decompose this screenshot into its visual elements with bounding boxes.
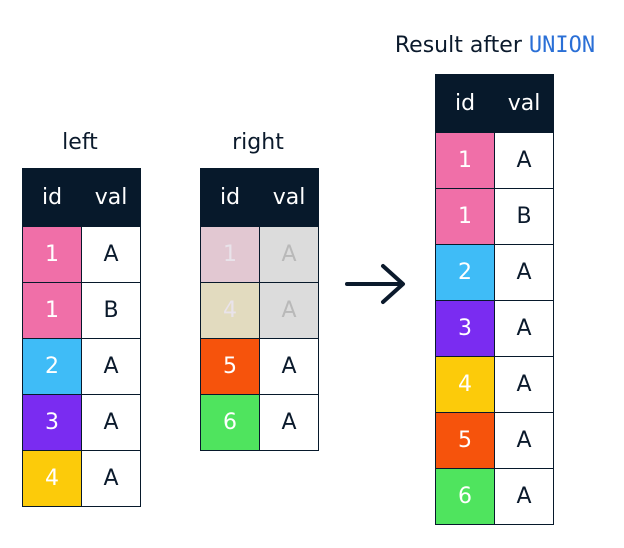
left-row-val-cell: A	[81, 226, 141, 283]
union-keyword: UNION	[528, 33, 596, 58]
result-row-val-cell: A	[494, 468, 554, 525]
right-row-val-cell: A	[259, 226, 319, 283]
left-row-id-cell: 3	[22, 394, 82, 451]
right-header-val: val	[259, 168, 319, 227]
right-header-id: id	[200, 168, 260, 227]
left-row-val-cell: A	[81, 394, 141, 451]
left-header-row: id val	[22, 168, 141, 227]
left-row-id-cell: 2	[22, 338, 82, 395]
left-header-val: val	[81, 168, 141, 227]
result-row-id-cell: 5	[435, 412, 495, 469]
right-row-id-cell: 5	[200, 338, 260, 395]
right-row-val-cell: A	[259, 394, 319, 451]
result-title-prefix: Result after	[394, 33, 522, 58]
result-row-id-cell: 6	[435, 468, 495, 525]
result-row-val-cell: A	[494, 244, 554, 301]
result-row-id-cell: 1	[435, 188, 495, 245]
result-table-title: Result after UNION	[370, 33, 620, 58]
left-row-val-cell: A	[81, 450, 141, 507]
left-row-id-cell: 4	[22, 450, 82, 507]
result-table: id val 1 A 1 B 2 A 3 A 4 A 5 A 6 A	[435, 74, 554, 525]
left-row-val-cell: B	[81, 282, 141, 339]
left-row-val-cell: A	[81, 338, 141, 395]
result-row-id-cell: 1	[435, 132, 495, 189]
right-table-title: right	[232, 130, 284, 155]
right-row-id-cell: 4	[200, 282, 260, 339]
right-row-val-cell: A	[259, 338, 319, 395]
right-row-id-cell: 6	[200, 394, 260, 451]
result-header-val: val	[494, 74, 554, 133]
result-row-val-cell: B	[494, 188, 554, 245]
right-row-val-cell: A	[259, 282, 319, 339]
result-header-row: id val	[435, 74, 554, 133]
arrow-right-icon	[345, 264, 405, 304]
result-row-id-cell: 3	[435, 300, 495, 357]
right-row-id-cell: 1	[200, 226, 260, 283]
result-row-val-cell: A	[494, 300, 554, 357]
left-header-id: id	[22, 168, 82, 227]
left-table-title: left	[62, 130, 98, 155]
result-row-val-cell: A	[494, 132, 554, 189]
left-table: id val 1 A 1 B 2 A 3 A 4 A	[22, 168, 141, 507]
result-header-id: id	[435, 74, 495, 133]
right-table: id val 1 A 4 A 5 A 6 A	[200, 168, 319, 451]
result-row-val-cell: A	[494, 356, 554, 413]
result-row-id-cell: 2	[435, 244, 495, 301]
left-row-id-cell: 1	[22, 226, 82, 283]
left-row-id-cell: 1	[22, 282, 82, 339]
result-row-val-cell: A	[494, 412, 554, 469]
result-row-id-cell: 4	[435, 356, 495, 413]
right-header-row: id val	[200, 168, 319, 227]
